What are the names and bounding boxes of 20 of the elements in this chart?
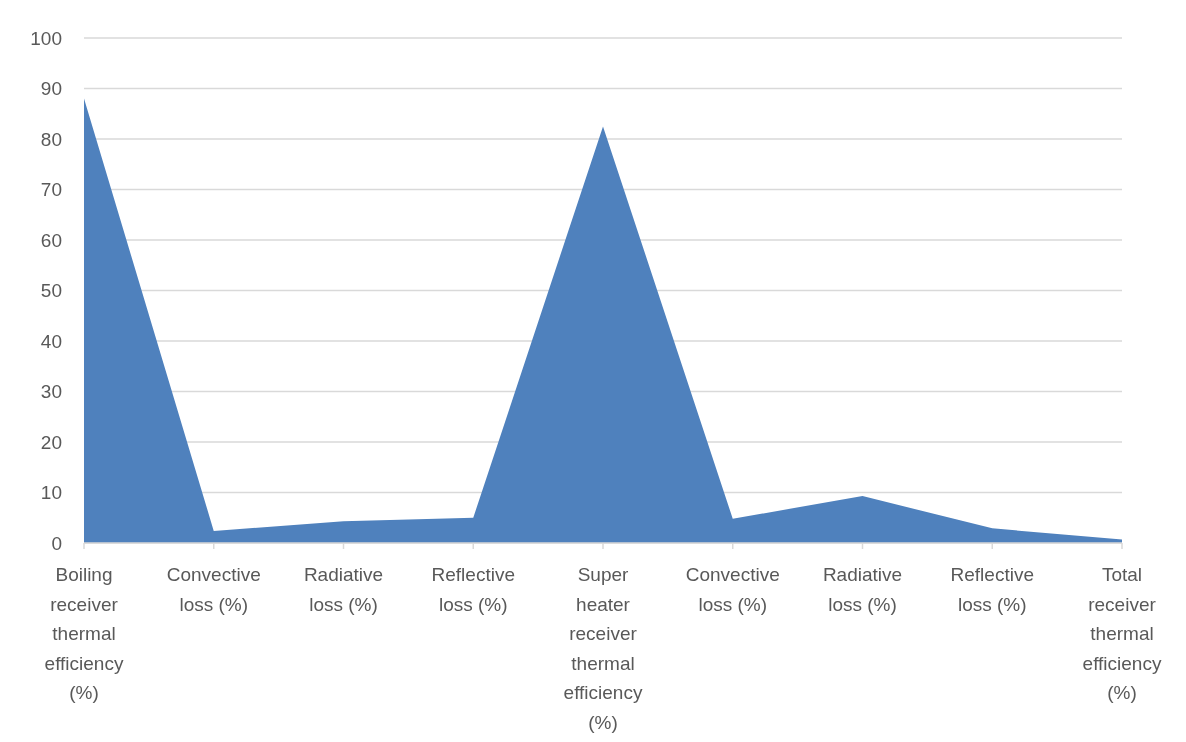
x-tick-label: Boiling receiver thermal efficiency (%) [44, 564, 124, 703]
x-tick-label: Reflective loss (%) [950, 564, 1034, 615]
x-tick-label: Convective loss (%) [685, 564, 780, 615]
y-tick-label: 50 [40, 280, 62, 302]
y-tick-label: 10 [40, 482, 62, 504]
x-tick-label: Radiative loss (%) [822, 564, 903, 615]
y-tick-label: 100 [30, 27, 62, 49]
y-tick-label: 0 [51, 532, 62, 554]
y-tick-label: 20 [40, 431, 62, 453]
x-tick-label: Radiative loss (%) [303, 564, 384, 615]
y-tick-label: 30 [40, 381, 62, 403]
y-tick-label: 40 [40, 330, 62, 352]
x-tick-label: Total receiver thermal efficiency (%) [1082, 564, 1162, 703]
x-tick-label: Convective loss (%) [166, 564, 261, 615]
y-tick-label: 70 [40, 179, 62, 201]
y-tick-label: 80 [40, 128, 62, 150]
x-tick-label: Reflective loss (%) [431, 564, 515, 615]
x-tick-label: Super heater receiver thermal efficiency (%) [563, 564, 643, 733]
y-tick-label: 90 [40, 78, 62, 100]
y-tick-label: 60 [40, 229, 62, 251]
